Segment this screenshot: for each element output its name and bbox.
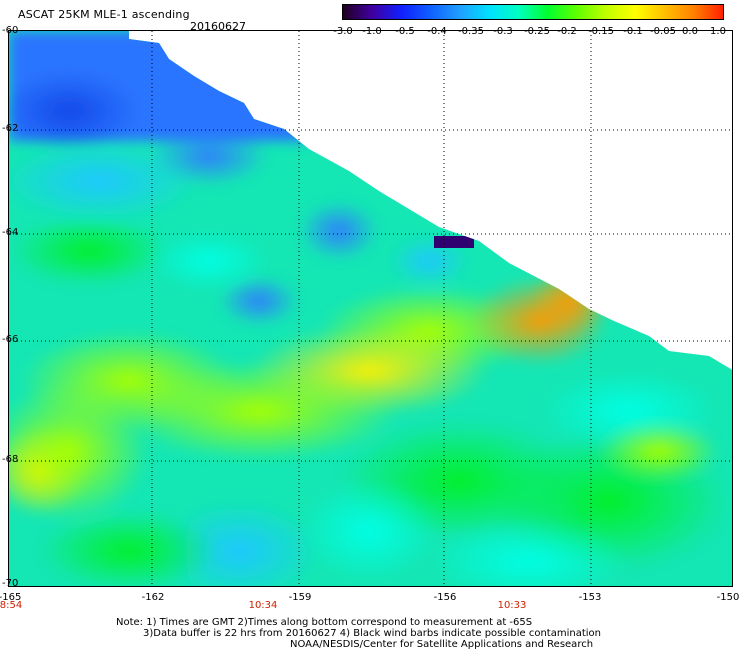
product-date: 20160627 <box>190 20 246 33</box>
footnote-credit: NOAA/NESDIS/Center for Satellite Applica… <box>290 639 594 650</box>
lon-label: -162 <box>141 592 165 603</box>
scale-label: -0.35 <box>458 26 484 37</box>
lat-label: -68 <box>2 454 19 465</box>
lat-label: -66 <box>2 334 19 345</box>
lon-label: -156 <box>433 592 457 603</box>
scale-label: 1.0 <box>710 26 726 37</box>
footnote-line-1: Note: 1) Times are GMT 2)Times along bot… <box>116 617 533 628</box>
scale-label: -0.15 <box>588 26 614 37</box>
swath-data <box>9 31 732 586</box>
footnote-line-2: 3)Data buffer is 22 hrs from 20160627 4)… <box>143 628 601 639</box>
scale-label: -0.4 <box>427 26 447 37</box>
scale-label: -0.5 <box>395 26 415 37</box>
lat-label: -62 <box>2 123 19 134</box>
lat-lon-gridlines <box>9 31 732 586</box>
scale-label: -0.1 <box>623 26 643 37</box>
product-title: ASCAT 25KM MLE-1 ascending <box>18 8 190 21</box>
scale-label: -1.0 <box>362 26 382 37</box>
scale-label: -0.05 <box>650 26 676 37</box>
time-label: 10:34 <box>248 600 278 611</box>
color-scale-bar <box>342 4 724 20</box>
lon-label: -159 <box>288 592 312 603</box>
lon-label: -165 <box>0 592 22 603</box>
time-label: 8:54 <box>0 600 23 611</box>
scale-label: 0.0 <box>682 26 698 37</box>
lon-label: -153 <box>578 592 602 603</box>
scale-label: -0.25 <box>524 26 550 37</box>
scale-label: -0.2 <box>557 26 577 37</box>
lat-label: -70 <box>2 578 19 589</box>
time-label: 10:33 <box>497 600 527 611</box>
lon-label: -150 <box>716 592 740 603</box>
scale-label: -3.0 <box>333 26 353 37</box>
lat-label: -60 <box>2 25 19 36</box>
lat-label: -64 <box>2 227 19 238</box>
scale-label: -0.3 <box>493 26 513 37</box>
wind-map-panel <box>8 30 733 587</box>
wind-field-map <box>9 31 732 586</box>
